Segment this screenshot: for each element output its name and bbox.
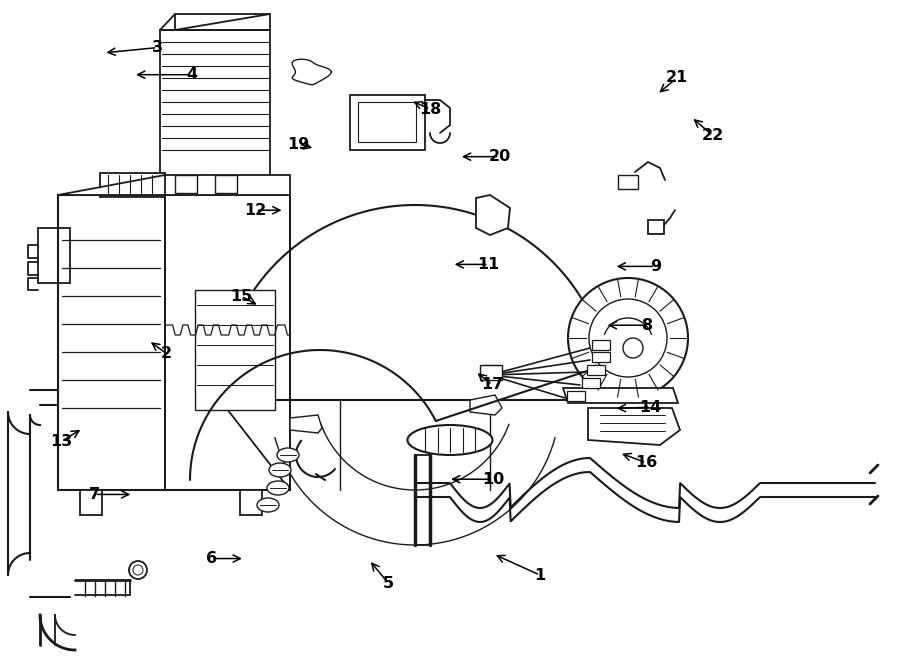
Bar bbox=[175, 175, 197, 193]
Polygon shape bbox=[470, 395, 502, 415]
Circle shape bbox=[623, 338, 643, 358]
Text: 22: 22 bbox=[702, 128, 724, 143]
Text: 11: 11 bbox=[478, 257, 500, 272]
Text: 18: 18 bbox=[419, 102, 441, 116]
Text: 9: 9 bbox=[650, 259, 661, 274]
Bar bbox=[160, 30, 270, 180]
Polygon shape bbox=[290, 415, 322, 433]
Text: 3: 3 bbox=[152, 40, 163, 55]
Ellipse shape bbox=[277, 448, 299, 462]
Text: 15: 15 bbox=[230, 289, 252, 303]
Polygon shape bbox=[588, 408, 680, 445]
Text: 6: 6 bbox=[206, 551, 217, 566]
Circle shape bbox=[589, 299, 667, 377]
Circle shape bbox=[568, 278, 688, 398]
Text: 10: 10 bbox=[482, 472, 504, 486]
Bar bbox=[582, 378, 600, 388]
Polygon shape bbox=[476, 195, 510, 235]
Text: 4: 4 bbox=[186, 67, 197, 82]
Bar bbox=[240, 490, 262, 515]
Ellipse shape bbox=[408, 425, 492, 455]
Text: 7: 7 bbox=[89, 487, 100, 502]
Circle shape bbox=[129, 561, 147, 579]
Bar bbox=[592, 352, 610, 362]
Text: 16: 16 bbox=[635, 455, 657, 470]
Bar bbox=[567, 391, 585, 401]
Bar bbox=[618, 175, 638, 189]
Polygon shape bbox=[58, 195, 165, 490]
Ellipse shape bbox=[267, 481, 289, 495]
Text: 12: 12 bbox=[245, 203, 266, 217]
Text: 19: 19 bbox=[288, 137, 310, 151]
Text: 17: 17 bbox=[482, 377, 503, 392]
Bar bbox=[587, 365, 605, 375]
Polygon shape bbox=[292, 59, 331, 85]
Polygon shape bbox=[220, 205, 610, 400]
Text: 14: 14 bbox=[640, 400, 662, 414]
Polygon shape bbox=[165, 195, 290, 490]
Bar bbox=[480, 365, 502, 380]
Circle shape bbox=[133, 565, 143, 575]
Bar bbox=[80, 490, 102, 515]
Polygon shape bbox=[563, 388, 678, 403]
Text: 2: 2 bbox=[161, 346, 172, 361]
Bar bbox=[100, 173, 165, 197]
Ellipse shape bbox=[257, 498, 279, 512]
Bar bbox=[648, 220, 664, 234]
Bar bbox=[350, 95, 425, 150]
Ellipse shape bbox=[269, 463, 291, 477]
Bar bbox=[195, 290, 275, 410]
Text: 1: 1 bbox=[535, 568, 545, 582]
Text: 13: 13 bbox=[50, 434, 72, 449]
Bar bbox=[592, 340, 610, 350]
Bar bbox=[358, 102, 416, 142]
Polygon shape bbox=[58, 175, 290, 195]
Text: 8: 8 bbox=[643, 318, 653, 332]
Text: 21: 21 bbox=[666, 71, 688, 85]
Bar bbox=[38, 228, 70, 283]
Text: 20: 20 bbox=[489, 149, 510, 164]
Bar bbox=[215, 175, 237, 193]
Text: 5: 5 bbox=[383, 576, 394, 591]
